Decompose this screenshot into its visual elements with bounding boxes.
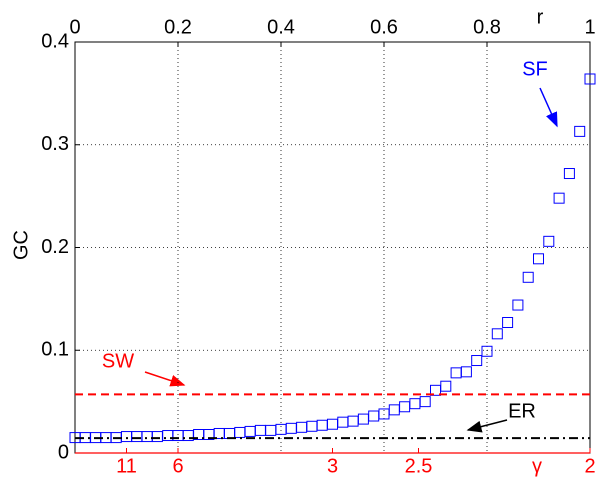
x2-tick-label: 3 (327, 455, 338, 477)
marker (491, 328, 503, 340)
x2-axis-label: γ (532, 455, 542, 477)
y-tick-label: 0 (58, 441, 69, 463)
y-axis-label: GC (10, 230, 32, 260)
marker (553, 192, 565, 204)
y-tick-label: 0.3 (41, 133, 69, 155)
marker (563, 168, 575, 180)
x-tick-label: 0.6 (370, 16, 398, 38)
arrow (144, 371, 186, 387)
series-annotation: SF (522, 58, 548, 80)
x-tick-label: 1 (584, 16, 595, 38)
x2-tick-label: 11 (116, 455, 137, 477)
x2-tick-label: 6 (172, 455, 183, 477)
x-axis-label: r (537, 6, 544, 28)
marker (471, 355, 483, 367)
y-tick-label: 0.2 (41, 236, 69, 258)
series-annotation: ER (508, 400, 536, 422)
arrow (539, 87, 558, 128)
series-annotation: SW (102, 350, 134, 372)
x2-tick-label: 2 (584, 455, 595, 477)
marker (419, 396, 431, 408)
x-tick-label: 0 (69, 16, 80, 38)
marker (522, 271, 534, 283)
marker (543, 235, 555, 247)
x-tick-label: 0.2 (164, 16, 192, 38)
marker (440, 380, 452, 392)
arrow (466, 419, 508, 433)
marker (460, 366, 472, 378)
marker (512, 299, 524, 311)
x2-tick-label: 2.5 (405, 455, 433, 477)
marker (481, 345, 493, 357)
marker (502, 317, 514, 329)
y-tick-label: 0.1 (41, 339, 69, 361)
x-tick-label: 0.8 (473, 16, 501, 38)
marker (574, 125, 586, 137)
marker (584, 73, 596, 85)
x-tick-label: 0.4 (267, 16, 295, 38)
y-tick-label: 0.4 (41, 30, 69, 52)
plot-area (74, 41, 591, 454)
marker (533, 253, 544, 265)
